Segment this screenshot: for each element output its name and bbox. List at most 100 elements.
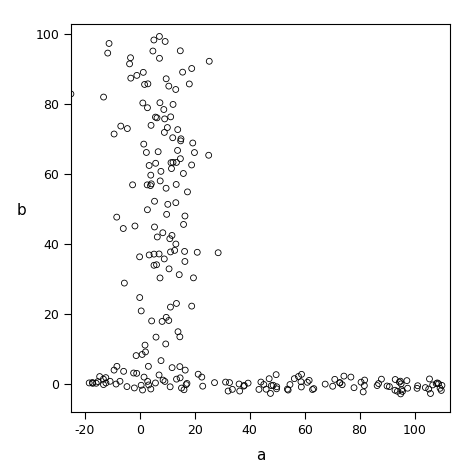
- Point: [181, 247, 188, 255]
- Point: [265, 375, 273, 383]
- Point: [347, 374, 355, 381]
- Point: [145, 381, 153, 389]
- Point: [162, 184, 170, 192]
- Point: [143, 181, 151, 189]
- Point: [188, 161, 195, 169]
- Point: [321, 380, 329, 388]
- Point: [177, 155, 184, 163]
- Point: [100, 93, 107, 101]
- Point: [120, 279, 128, 287]
- Point: [168, 364, 176, 372]
- Point: [154, 233, 161, 241]
- Point: [85, 379, 93, 387]
- Point: [421, 384, 429, 392]
- Point: [152, 333, 160, 341]
- Point: [244, 379, 252, 387]
- Point: [138, 351, 146, 358]
- Point: [171, 246, 178, 254]
- Point: [350, 384, 358, 392]
- Point: [260, 381, 268, 388]
- Point: [176, 333, 183, 341]
- Point: [224, 387, 232, 395]
- Point: [158, 318, 166, 325]
- Point: [143, 149, 150, 156]
- Point: [141, 81, 148, 88]
- Point: [116, 377, 124, 385]
- Point: [173, 181, 180, 188]
- Point: [169, 159, 177, 166]
- Point: [165, 82, 173, 90]
- Point: [156, 274, 164, 282]
- Point: [425, 385, 432, 393]
- Point: [184, 188, 191, 196]
- Point: [100, 381, 107, 388]
- Point: [149, 47, 157, 55]
- Point: [199, 383, 207, 390]
- Point: [161, 128, 168, 136]
- Point: [375, 380, 383, 387]
- Point: [132, 352, 140, 359]
- Point: [283, 385, 291, 393]
- Point: [188, 302, 195, 310]
- Point: [152, 379, 159, 387]
- Point: [257, 378, 264, 386]
- Point: [359, 388, 367, 396]
- Point: [127, 74, 135, 82]
- Point: [336, 379, 344, 386]
- Point: [164, 124, 171, 131]
- Point: [398, 386, 405, 393]
- Point: [175, 271, 183, 278]
- Point: [188, 64, 195, 72]
- Point: [222, 378, 229, 386]
- Point: [152, 159, 159, 167]
- Point: [163, 210, 171, 218]
- Point: [110, 130, 118, 138]
- Point: [361, 376, 368, 384]
- Point: [236, 387, 244, 395]
- Point: [190, 274, 197, 282]
- Point: [166, 383, 174, 391]
- Point: [136, 294, 144, 301]
- Point: [159, 376, 167, 384]
- Point: [180, 386, 188, 393]
- Point: [403, 377, 410, 384]
- Point: [163, 75, 170, 82]
- Point: [273, 371, 280, 378]
- Point: [161, 37, 169, 45]
- Point: [393, 387, 401, 395]
- Point: [432, 380, 440, 387]
- Point: [141, 341, 149, 349]
- Point: [404, 384, 411, 392]
- Point: [139, 99, 146, 107]
- Point: [159, 229, 166, 237]
- Point: [331, 375, 338, 383]
- Point: [94, 378, 102, 385]
- Point: [180, 220, 187, 228]
- Point: [181, 212, 189, 220]
- Point: [391, 386, 399, 394]
- Point: [157, 168, 164, 175]
- Point: [413, 384, 421, 392]
- Point: [361, 382, 368, 390]
- Point: [155, 371, 163, 379]
- Point: [142, 348, 149, 356]
- Point: [147, 121, 155, 129]
- Point: [127, 54, 134, 62]
- Point: [123, 383, 131, 391]
- Point: [378, 375, 385, 383]
- Point: [172, 199, 180, 207]
- Point: [148, 317, 155, 325]
- Point: [284, 386, 292, 394]
- Point: [429, 381, 437, 389]
- Point: [172, 86, 180, 93]
- Point: [169, 134, 176, 142]
- Point: [438, 382, 446, 389]
- Point: [228, 385, 236, 393]
- Point: [144, 378, 152, 385]
- Point: [165, 265, 173, 273]
- Point: [137, 307, 145, 315]
- Point: [166, 235, 173, 243]
- Point: [117, 122, 125, 130]
- Point: [145, 363, 152, 370]
- Point: [137, 382, 145, 389]
